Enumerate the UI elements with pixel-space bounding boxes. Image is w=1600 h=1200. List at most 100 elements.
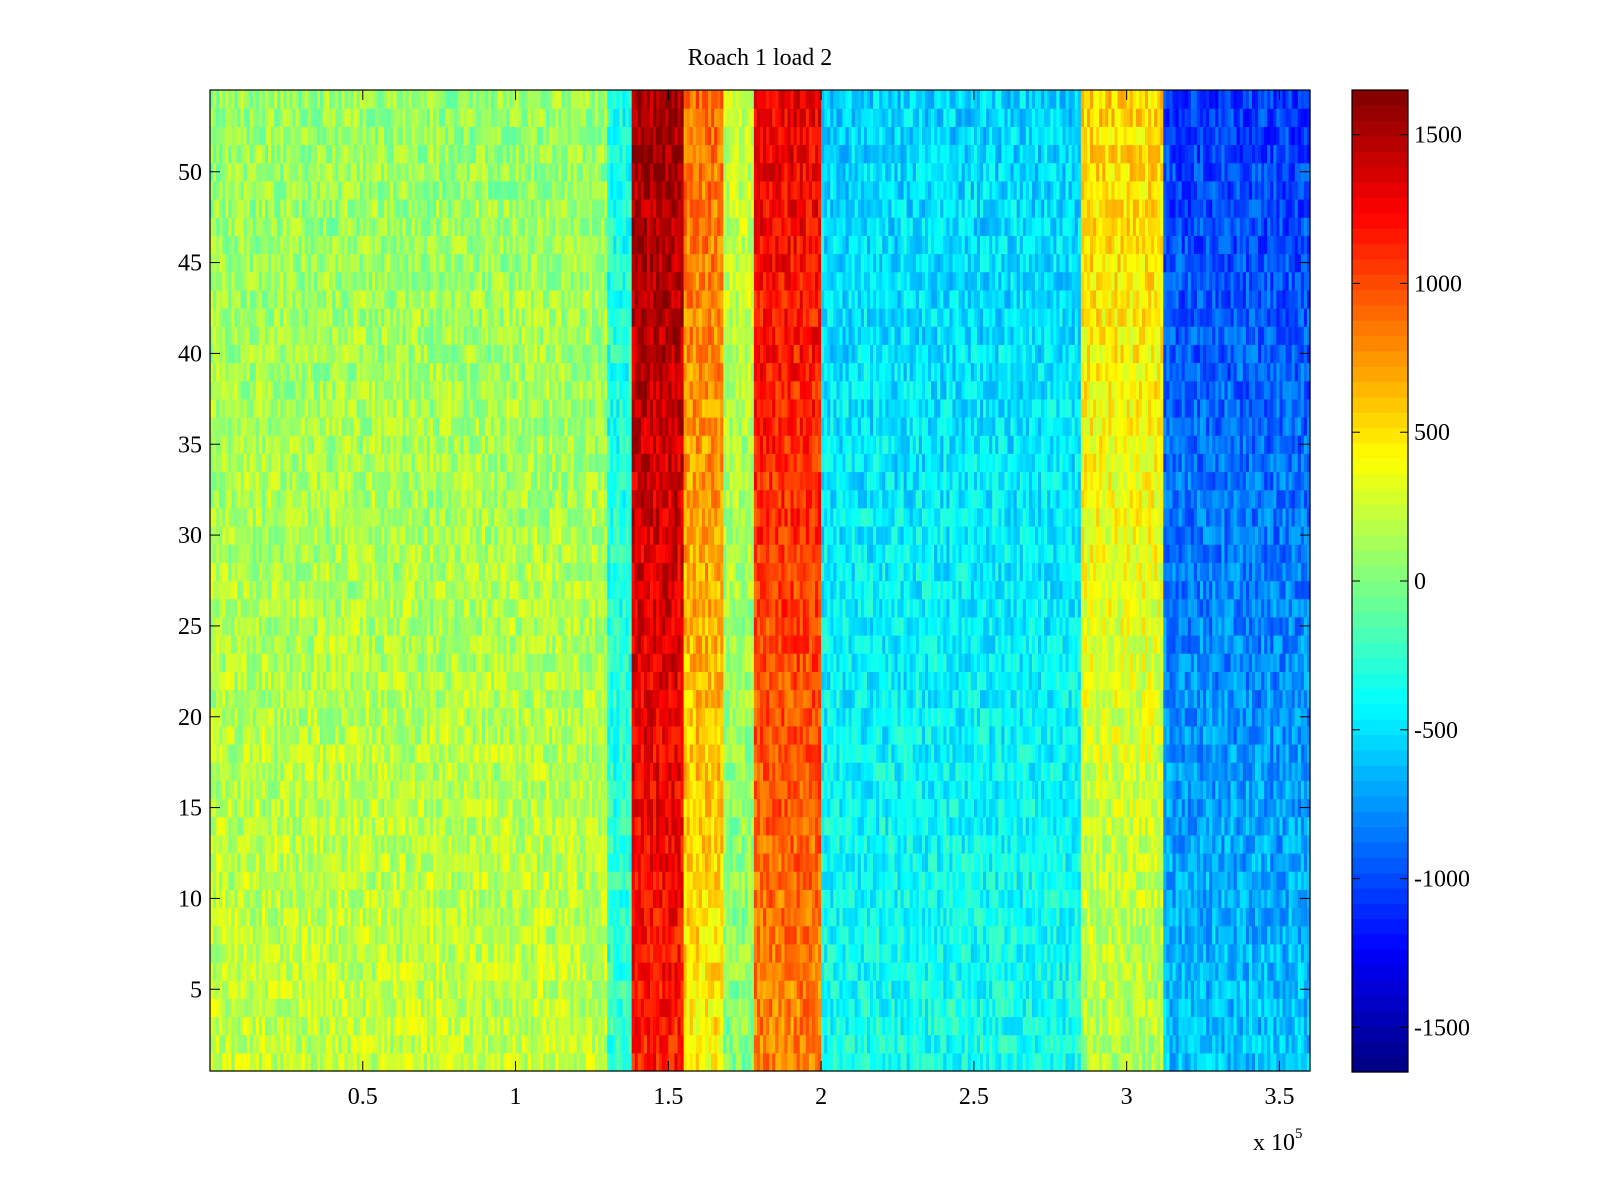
heatmap-cell bbox=[350, 435, 355, 454]
heatmap-cell bbox=[384, 798, 388, 818]
heatmap-cell bbox=[414, 780, 419, 800]
heatmap-cell bbox=[478, 834, 483, 854]
heatmap-cell bbox=[210, 998, 214, 1018]
heatmap-cell bbox=[439, 1052, 443, 1072]
heatmap-cell bbox=[316, 90, 321, 109]
heatmap-cell bbox=[240, 871, 245, 890]
heatmap-cell bbox=[237, 925, 242, 945]
heatmap-cell bbox=[246, 744, 251, 763]
heatmap-cell bbox=[381, 453, 385, 473]
heatmap-cell bbox=[442, 689, 446, 709]
heatmap-cell bbox=[210, 507, 214, 527]
heatmap-cell bbox=[298, 1052, 303, 1072]
heatmap-cell bbox=[381, 689, 385, 709]
heatmap-cell bbox=[234, 635, 239, 654]
heatmap-cell bbox=[265, 108, 269, 127]
heatmap-cell bbox=[442, 616, 446, 636]
heatmap-cell bbox=[359, 943, 364, 963]
heatmap-cell bbox=[356, 616, 361, 636]
heatmap-cell bbox=[475, 489, 480, 509]
heatmap-cell bbox=[225, 980, 229, 999]
heatmap-cell bbox=[323, 962, 327, 981]
heatmap-cell bbox=[307, 907, 312, 927]
heatmap-cell bbox=[442, 762, 446, 781]
heatmap-cell bbox=[460, 398, 465, 418]
heatmap-cell bbox=[445, 653, 449, 672]
heatmap-cell bbox=[371, 562, 376, 582]
heatmap-cell bbox=[304, 980, 309, 999]
heatmap-cell bbox=[436, 308, 440, 327]
heatmap-cell bbox=[384, 962, 388, 981]
heatmap-cell bbox=[393, 344, 397, 364]
heatmap-cell bbox=[436, 925, 440, 945]
heatmap-cell bbox=[423, 108, 428, 127]
heatmap-cell bbox=[341, 326, 346, 345]
heatmap-cell bbox=[335, 943, 339, 963]
heatmap-cell bbox=[457, 689, 462, 709]
heatmap-cell bbox=[353, 762, 358, 781]
heatmap-cell bbox=[310, 271, 315, 291]
heatmap-cell bbox=[292, 380, 297, 400]
heatmap-cell bbox=[213, 398, 217, 418]
heatmap-cell bbox=[295, 889, 300, 909]
heatmap-cell bbox=[222, 126, 226, 146]
heatmap-cell bbox=[451, 235, 456, 255]
heatmap-cell bbox=[332, 235, 336, 255]
heatmap-cell bbox=[234, 889, 239, 909]
heatmap-cell bbox=[307, 725, 312, 745]
heatmap-cell bbox=[323, 199, 327, 218]
heatmap-cell bbox=[292, 725, 297, 745]
heatmap-cell bbox=[283, 689, 287, 709]
heatmap-cell bbox=[436, 653, 440, 672]
heatmap-cell bbox=[368, 744, 373, 763]
heatmap-cell bbox=[326, 635, 330, 654]
heatmap-cell bbox=[393, 834, 397, 854]
heatmap-cell bbox=[390, 271, 394, 291]
heatmap-cell bbox=[344, 689, 349, 709]
heatmap-cell bbox=[362, 962, 367, 981]
heatmap-cell bbox=[463, 834, 468, 854]
heatmap-cell bbox=[274, 180, 278, 200]
heatmap-cell bbox=[359, 489, 364, 509]
heatmap-cell bbox=[316, 126, 321, 146]
heatmap-cell bbox=[390, 108, 394, 127]
heatmap-cell bbox=[448, 90, 452, 109]
heatmap-cell bbox=[408, 199, 413, 218]
heatmap-cell bbox=[430, 471, 434, 491]
heatmap-cell bbox=[280, 162, 284, 182]
heatmap-cell bbox=[246, 489, 251, 509]
heatmap-cell bbox=[469, 362, 474, 382]
heatmap-cell bbox=[472, 326, 477, 345]
heatmap-cell bbox=[390, 435, 394, 454]
heatmap-cell bbox=[274, 889, 278, 909]
heatmap-cell bbox=[448, 308, 452, 327]
heatmap-cell bbox=[316, 162, 321, 182]
heatmap-cell bbox=[237, 744, 242, 763]
heatmap-cell bbox=[320, 544, 324, 563]
heatmap-cell bbox=[329, 671, 333, 691]
heatmap-cell bbox=[378, 199, 382, 218]
heatmap-cell bbox=[286, 471, 291, 491]
heatmap-cell bbox=[454, 925, 459, 945]
heatmap-cell bbox=[414, 308, 419, 327]
heatmap-cell bbox=[234, 853, 239, 872]
heatmap-cell bbox=[252, 925, 257, 945]
heatmap-cell bbox=[243, 689, 248, 709]
heatmap-cell bbox=[338, 653, 342, 672]
heatmap-cell bbox=[292, 998, 297, 1018]
heatmap-cell bbox=[307, 235, 312, 255]
heatmap-cell bbox=[436, 871, 440, 890]
heatmap-cell bbox=[430, 871, 434, 890]
heatmap-cell bbox=[457, 453, 462, 473]
heatmap-cell bbox=[313, 344, 318, 364]
heatmap-cell bbox=[466, 180, 471, 200]
heatmap-cell bbox=[350, 144, 355, 164]
heatmap-cell bbox=[228, 962, 232, 981]
heatmap-cell bbox=[280, 180, 284, 200]
heatmap-cell bbox=[430, 816, 434, 836]
heatmap-cell bbox=[304, 271, 309, 291]
heatmap-cell bbox=[292, 816, 297, 836]
heatmap-cell bbox=[387, 562, 391, 582]
heatmap-cell bbox=[384, 780, 388, 800]
heatmap-cell bbox=[292, 435, 297, 454]
